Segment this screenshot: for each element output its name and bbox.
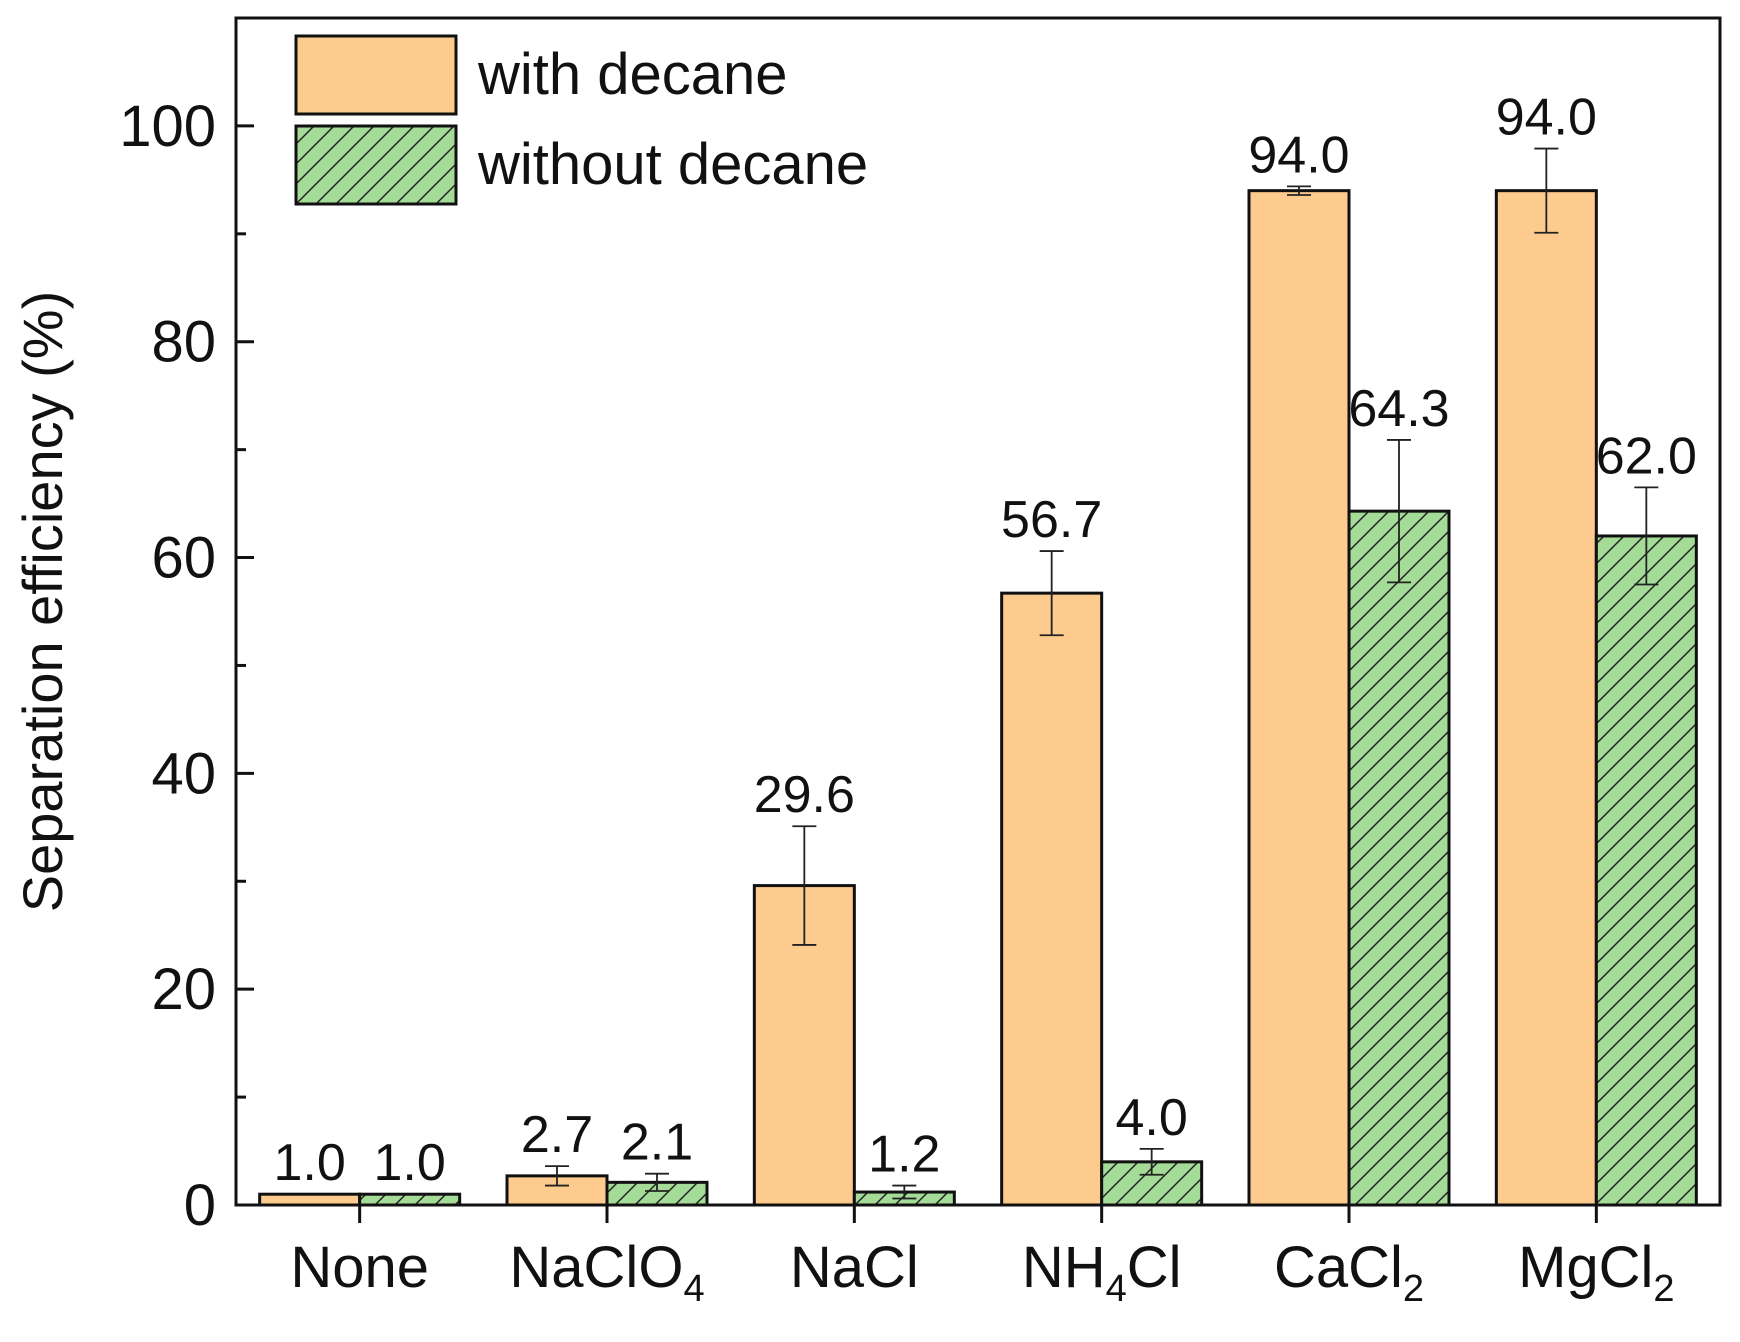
bar-without-decane-0 <box>358 1192 462 1207</box>
category-subscript: 4 <box>683 1268 704 1310</box>
legend-swatch-0 <box>294 34 458 116</box>
y-tick-label: 100 <box>119 94 216 159</box>
data-label-0-2: 29.6 <box>754 766 855 824</box>
data-label-0-3: 56.7 <box>1001 491 1102 549</box>
y-tick-label: 40 <box>151 741 216 806</box>
category-name: CaCl <box>1274 1235 1403 1300</box>
data-label-1-1: 2.1 <box>621 1114 693 1172</box>
x-tick-label-4: CaCl2 <box>1274 1235 1424 1310</box>
x-tick-label-2: NaCl <box>790 1235 919 1300</box>
data-label-1-4: 64.3 <box>1348 380 1449 438</box>
category-name: None <box>290 1235 429 1300</box>
data-label-1-2: 1.2 <box>868 1126 940 1184</box>
category-name: NaClO <box>509 1235 683 1300</box>
plot-frame <box>234 16 1722 1207</box>
legend-label-0: with decane <box>477 42 788 107</box>
category-name: MgCl <box>1518 1235 1653 1300</box>
bar-without-decane-5 <box>1594 534 1698 1207</box>
bars-layer: 1.0 2.7 29.6 56.7 94.0 94.0 1.0 2.1 1.2 4.0 64.3 62… <box>258 89 1698 1207</box>
y-tick-label: 60 <box>151 526 216 591</box>
axes-layer: 0 20 40 60 80 100 Separation efficiency (%) Non… <box>11 16 1722 1310</box>
data-label-0-0: 1.0 <box>274 1134 346 1192</box>
x-tick-label-3: NH4Cl <box>1022 1235 1182 1310</box>
category-name: NaCl <box>790 1235 919 1300</box>
data-label-1-5: 62.0 <box>1596 427 1697 485</box>
data-label-0-4: 94.0 <box>1248 126 1349 184</box>
y-axis-label: Separation efficiency (%) <box>11 291 74 913</box>
data-label-1-3: 4.0 <box>1116 1089 1188 1147</box>
data-label-0-1: 2.7 <box>521 1106 593 1164</box>
data-label-1-0: 1.0 <box>374 1134 446 1192</box>
category-name: NH <box>1022 1235 1106 1300</box>
y-tick-label: 0 <box>184 1173 216 1238</box>
legend-label-1: without decane <box>477 132 868 197</box>
data-label-0-5: 94.0 <box>1496 89 1597 147</box>
category-tail: Cl <box>1127 1235 1182 1300</box>
x-tick-label-5: MgCl2 <box>1518 1235 1674 1310</box>
legend: with decane without decane <box>294 34 868 206</box>
bar-with-decane-5 <box>1494 189 1598 1207</box>
bar-with-decane-4 <box>1247 189 1351 1207</box>
x-tick-label-1: NaClO4 <box>509 1235 704 1310</box>
category-subscript: 2 <box>1653 1268 1674 1310</box>
bar-with-decane-3 <box>1000 591 1104 1207</box>
y-tick-label: 20 <box>151 957 216 1022</box>
legend-swatch-1 <box>294 124 458 206</box>
bar-with-decane-0 <box>258 1192 362 1207</box>
category-subscript: 2 <box>1403 1268 1424 1310</box>
y-tick-label: 80 <box>151 310 216 375</box>
bar-without-decane-4 <box>1347 509 1451 1207</box>
category-subscript: 4 <box>1106 1268 1127 1310</box>
x-tick-label-0: None <box>290 1235 429 1300</box>
